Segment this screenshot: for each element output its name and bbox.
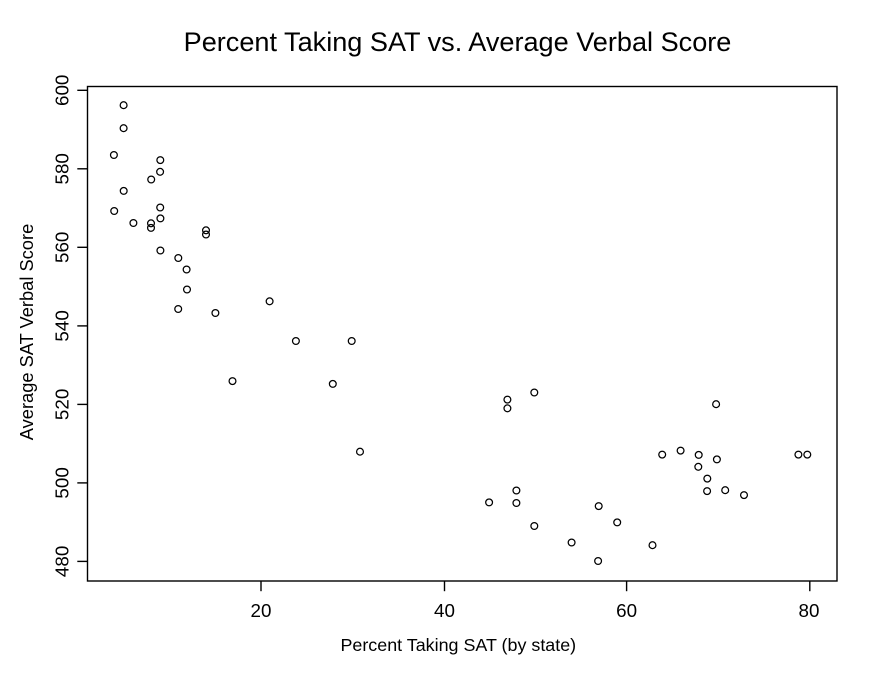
svg-text:560: 560 xyxy=(52,232,73,263)
svg-text:500: 500 xyxy=(52,467,73,498)
svg-text:20: 20 xyxy=(251,600,272,621)
svg-text:580: 580 xyxy=(52,153,73,184)
svg-text:40: 40 xyxy=(434,600,455,621)
svg-text:600: 600 xyxy=(52,75,73,106)
svg-text:Percent Taking SAT vs. Average: Percent Taking SAT vs. Average Verbal Sc… xyxy=(184,26,732,57)
svg-text:540: 540 xyxy=(52,310,73,341)
svg-text:480: 480 xyxy=(52,546,73,577)
svg-text:80: 80 xyxy=(799,600,820,621)
svg-text:Average SAT Verbal Score: Average SAT Verbal Score xyxy=(16,224,37,440)
svg-text:Percent Taking SAT (by state): Percent Taking SAT (by state) xyxy=(340,635,576,655)
svg-text:520: 520 xyxy=(52,389,73,420)
svg-text:60: 60 xyxy=(616,600,637,621)
